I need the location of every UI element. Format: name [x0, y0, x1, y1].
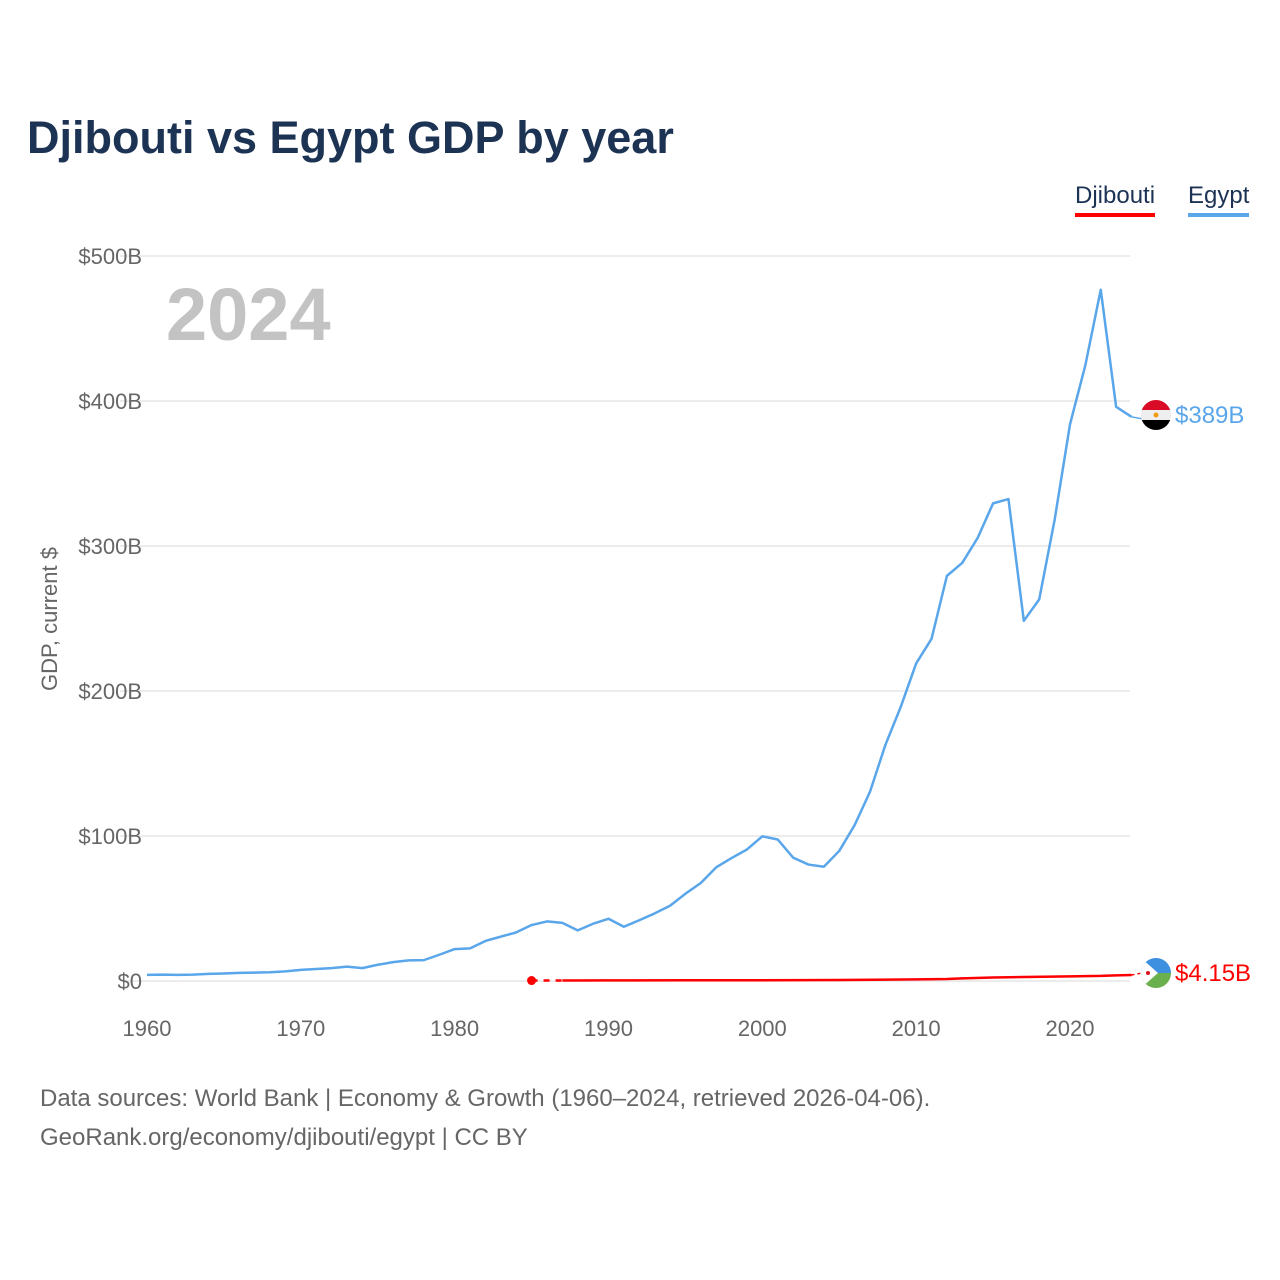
y-tick-label: $100B — [78, 824, 142, 849]
egypt-end-label: $389B — [1175, 402, 1244, 429]
x-tick-label: 1970 — [276, 1016, 325, 1041]
source-line-1: Data sources: World Bank | Economy & Gro… — [40, 1085, 931, 1112]
djibouti-flag-icon — [1141, 958, 1171, 988]
chart-title: Djibouti vs Egypt GDP by year — [27, 112, 674, 163]
y-tick-label: $300B — [78, 534, 142, 559]
djibouti-line — [562, 973, 1132, 982]
y-tick-label: $200B — [78, 679, 142, 704]
x-tick-label: 2020 — [1046, 1016, 1095, 1041]
x-tick-label: 2000 — [738, 1016, 787, 1041]
y-tick-label: $0 — [118, 969, 142, 994]
x-tick-label: 2010 — [892, 1016, 941, 1041]
y-tick-label: $500B — [78, 244, 142, 269]
egypt-flag-icon — [1141, 400, 1171, 430]
egypt-end-connector — [1131, 416, 1143, 420]
legend-item-egypt[interactable]: Egypt — [1188, 182, 1250, 217]
year-watermark: 2024 — [166, 273, 331, 356]
x-tick-label: 1980 — [430, 1016, 479, 1041]
legend-item-djibouti[interactable]: Djibouti — [1075, 182, 1156, 217]
y-tick-label: $400B — [78, 389, 142, 414]
djibouti-end-connector — [1131, 972, 1143, 976]
x-tick-label: 1990 — [584, 1016, 633, 1041]
djibouti-end-label: $4.15B — [1175, 960, 1251, 987]
source-line-2[interactable]: GeoRank.org/economy/djibouti/egypt | CC … — [40, 1124, 528, 1151]
x-tick-label: 1960 — [123, 1016, 172, 1041]
egypt-line — [146, 288, 1133, 977]
